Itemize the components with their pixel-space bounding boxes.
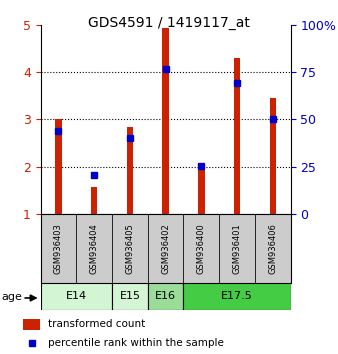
Text: E14: E14 <box>66 291 87 302</box>
Text: GSM936404: GSM936404 <box>90 223 99 274</box>
Bar <box>112 283 148 310</box>
Text: E15: E15 <box>119 291 140 302</box>
Bar <box>55 119 62 214</box>
Bar <box>148 283 184 310</box>
Text: E17.5: E17.5 <box>221 291 253 302</box>
Bar <box>112 214 148 283</box>
Text: age: age <box>2 292 23 302</box>
Text: transformed count: transformed count <box>48 319 145 329</box>
Text: GSM936400: GSM936400 <box>197 223 206 274</box>
Bar <box>41 283 112 310</box>
Text: GSM936403: GSM936403 <box>54 223 63 274</box>
Bar <box>255 214 291 283</box>
Bar <box>41 214 76 283</box>
Text: GSM936401: GSM936401 <box>233 223 242 274</box>
Bar <box>91 187 97 214</box>
Text: E16: E16 <box>155 291 176 302</box>
Bar <box>23 319 40 330</box>
Text: GDS4591 / 1419117_at: GDS4591 / 1419117_at <box>88 16 250 30</box>
Bar <box>162 28 169 214</box>
Bar <box>198 168 204 214</box>
Text: GSM936406: GSM936406 <box>268 223 277 274</box>
Bar <box>148 214 184 283</box>
Bar <box>270 98 276 214</box>
Text: GSM936405: GSM936405 <box>125 223 135 274</box>
Text: percentile rank within the sample: percentile rank within the sample <box>48 338 224 348</box>
Text: GSM936402: GSM936402 <box>161 223 170 274</box>
Bar <box>184 283 291 310</box>
Bar <box>184 214 219 283</box>
Bar <box>127 127 133 214</box>
Bar <box>219 214 255 283</box>
Bar <box>234 58 240 214</box>
Bar <box>76 214 112 283</box>
